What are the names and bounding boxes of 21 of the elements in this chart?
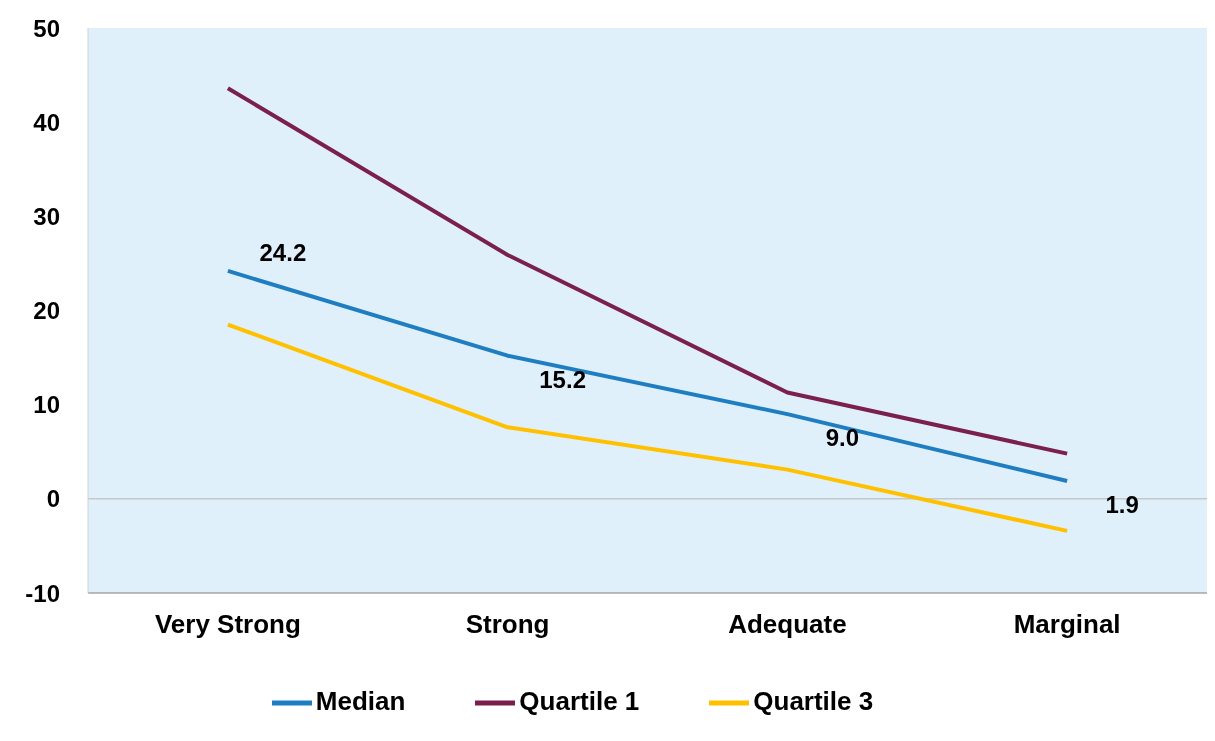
x-tick-label: Adequate (728, 609, 847, 640)
legend-label: Median (315, 685, 406, 716)
y-tick-label: 10 (33, 391, 60, 419)
y-tick-label: 30 (33, 202, 60, 230)
line-series (225, 322, 1070, 533)
y-tick-label: 20 (33, 297, 60, 325)
y-tick-label: 40 (33, 108, 60, 136)
y-tick-label: 50 (33, 14, 60, 42)
x-tick-label: Very Strong (154, 609, 301, 640)
x-tick-label: Marginal (1013, 609, 1121, 640)
line-series (225, 268, 1070, 483)
data-label: 24.2 (259, 238, 307, 266)
data-label: 9.0 (825, 424, 860, 452)
legend-label: Quartile 1 (519, 685, 640, 716)
data-label: 15.2 (539, 365, 586, 393)
y-tick-label: -10 (25, 579, 60, 607)
line-series (225, 86, 1070, 456)
x-tick-label: Strong (465, 609, 550, 640)
data-label: 1.9 (1105, 490, 1139, 518)
legend-label: Quartile 3 (753, 685, 874, 716)
y-tick-label: 0 (46, 485, 60, 513)
